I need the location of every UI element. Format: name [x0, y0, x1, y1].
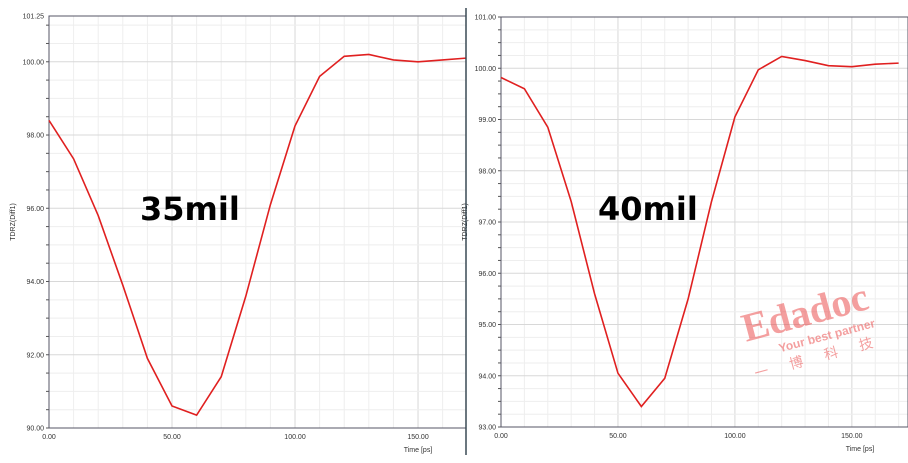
x-tick-label: 0.00 — [494, 433, 508, 440]
y-tick-label: 98.00 — [478, 168, 496, 175]
series-line — [48, 53, 467, 417]
annotation-label: 35mil — [140, 190, 240, 228]
y-tick-label: 94.00 — [26, 279, 44, 286]
x-tick-label: 100.00 — [284, 434, 306, 441]
y-tick-label: 98.00 — [26, 133, 44, 140]
y-tick-label: 92.00 — [26, 352, 44, 359]
y-tick-label: 101.25 — [23, 14, 45, 21]
y-tick-label: 93.00 — [478, 425, 496, 432]
plot-frame — [48, 15, 467, 429]
series-line — [500, 55, 899, 408]
plot-frame — [500, 16, 908, 428]
y-tick-label: 100.00 — [23, 59, 45, 66]
x-tick-label: 150.00 — [841, 433, 863, 440]
y-tick-label: 96.00 — [478, 271, 496, 278]
chart-1: 90.00 92.00 94.00 96.00 98.00 100.00 101.25 0.0… — [10, 14, 467, 454]
y-tick-label: 94.00 — [478, 373, 496, 380]
y-tick-label: 101.00 — [475, 15, 497, 22]
x-tick-label: 50.00 — [163, 434, 181, 441]
y-tick-label: 95.00 — [478, 322, 496, 329]
y-tick-label: 96.00 — [26, 206, 44, 213]
x-axis-label: Time [ps] — [404, 447, 433, 454]
y-axis-label: TDRZ(Diff1) — [10, 203, 17, 241]
x-axis-label: Time [ps] — [846, 446, 875, 453]
y-tick-label: 100.00 — [475, 66, 497, 73]
y-tick-label: 99.00 — [478, 117, 496, 124]
x-tick-label: 50.00 — [609, 433, 627, 440]
x-tick-label: 100.00 — [724, 433, 746, 440]
y-tick-label: 97.00 — [478, 220, 496, 227]
x-tick-label: 150.00 — [407, 434, 429, 441]
x-tick-label: 0.00 — [42, 434, 56, 441]
y-tick-label: 90.00 — [26, 426, 44, 433]
chart-2: 93.00 94.00 95.00 96.00 97.00 98.00 99.00 100.0… — [462, 15, 908, 453]
annotation-label: 40mil — [598, 190, 698, 228]
